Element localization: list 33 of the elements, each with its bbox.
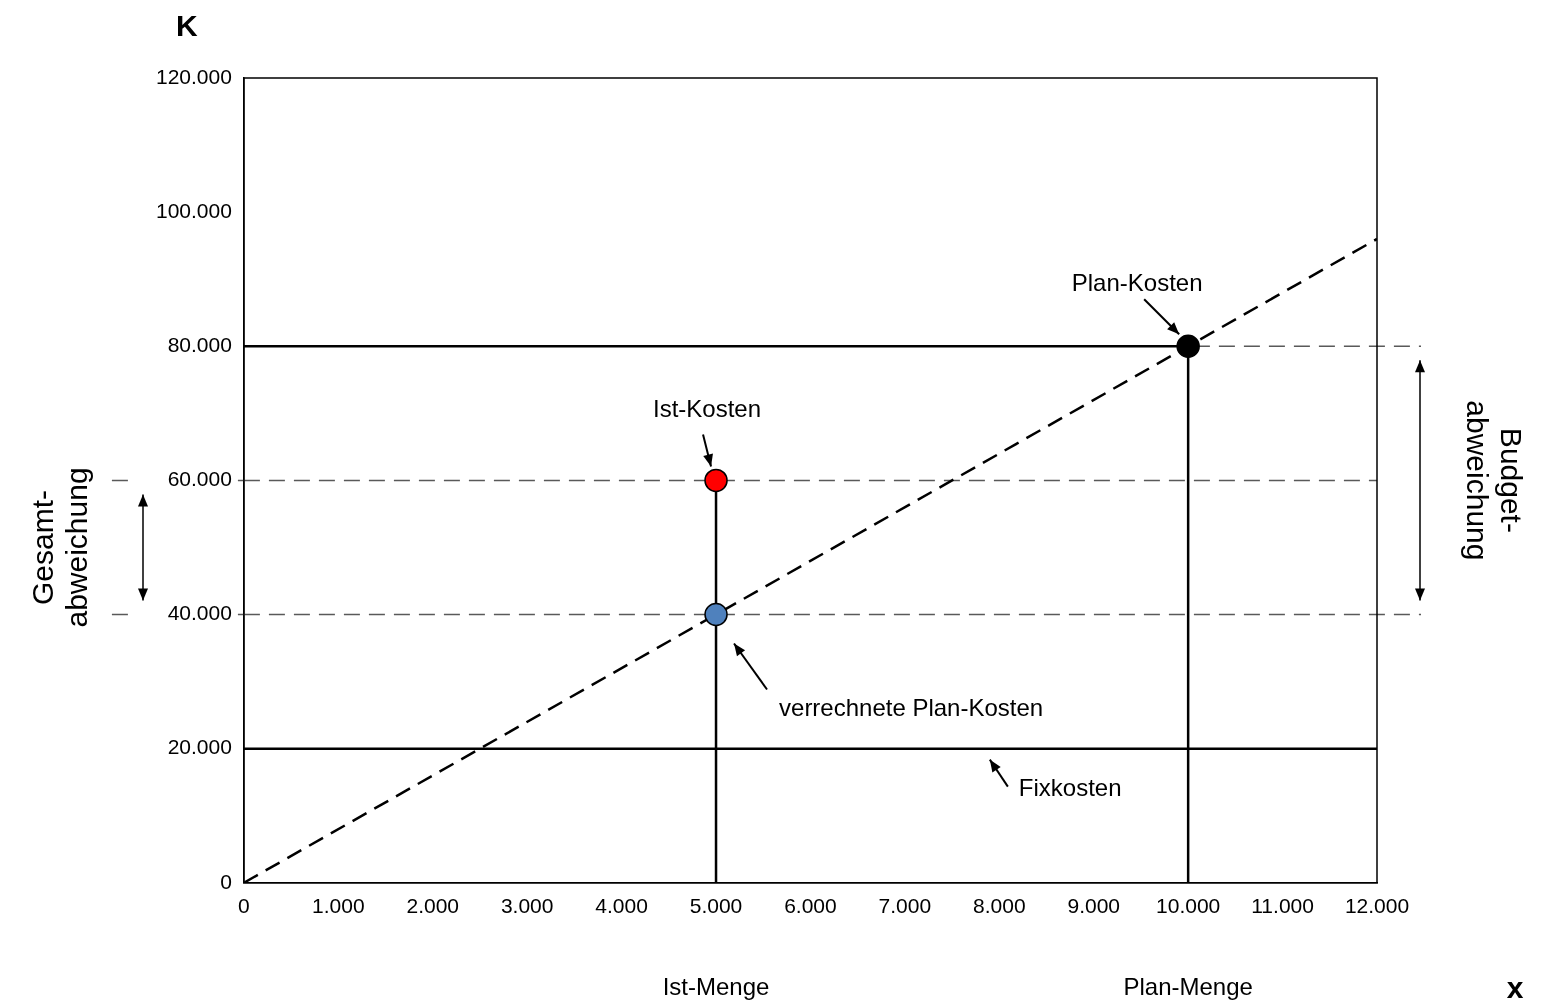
y-tick-label: 0 xyxy=(220,869,232,893)
x-tick-label: 5.000 xyxy=(689,894,743,918)
x-tick-label: 7.000 xyxy=(878,894,932,918)
y-tick-label: 60.000 xyxy=(167,467,232,491)
y-axis-title: K xyxy=(176,9,199,43)
annotation: Ist-Kosten xyxy=(653,395,762,423)
x-tick-label: 1.000 xyxy=(312,894,365,918)
point xyxy=(1176,334,1200,359)
x-tick-label: 11.000 xyxy=(1251,894,1314,918)
x-tick-label: 10.000 xyxy=(1156,894,1221,918)
text: Plan-Menge xyxy=(1123,972,1253,1000)
y-tick-label: 100.000 xyxy=(155,198,232,222)
x-tick-label: 6.000 xyxy=(784,894,837,918)
x-tick-label: 0 xyxy=(238,894,250,918)
annotation: Plan-Kosten xyxy=(1071,268,1203,296)
text: Gesamt-abweichung xyxy=(26,467,94,628)
x-tick-label: 12.000 xyxy=(1344,894,1410,918)
x-tick-label: 2.000 xyxy=(406,894,460,918)
x-tick-label: 8.000 xyxy=(973,894,1026,918)
x-tick-label: 9.000 xyxy=(1067,894,1121,918)
x-axis-title: x xyxy=(1506,971,1524,1005)
x-tick-label: 3.000 xyxy=(500,894,554,918)
text: Ist-Menge xyxy=(662,972,770,1000)
point xyxy=(704,468,728,493)
point xyxy=(704,602,728,627)
x-tick-label: 4.000 xyxy=(595,894,648,918)
text: Budget-abweichung xyxy=(1460,400,1528,561)
annotation: verrechnete Plan-Kosten xyxy=(779,694,1044,722)
y-tick-label: 120.000 xyxy=(155,64,232,88)
y-tick-label: 40.000 xyxy=(167,601,232,625)
y-tick-label: 80.000 xyxy=(167,333,232,357)
y-tick-label: 20.000 xyxy=(167,735,232,759)
annotation: Fixkosten xyxy=(1018,774,1122,802)
